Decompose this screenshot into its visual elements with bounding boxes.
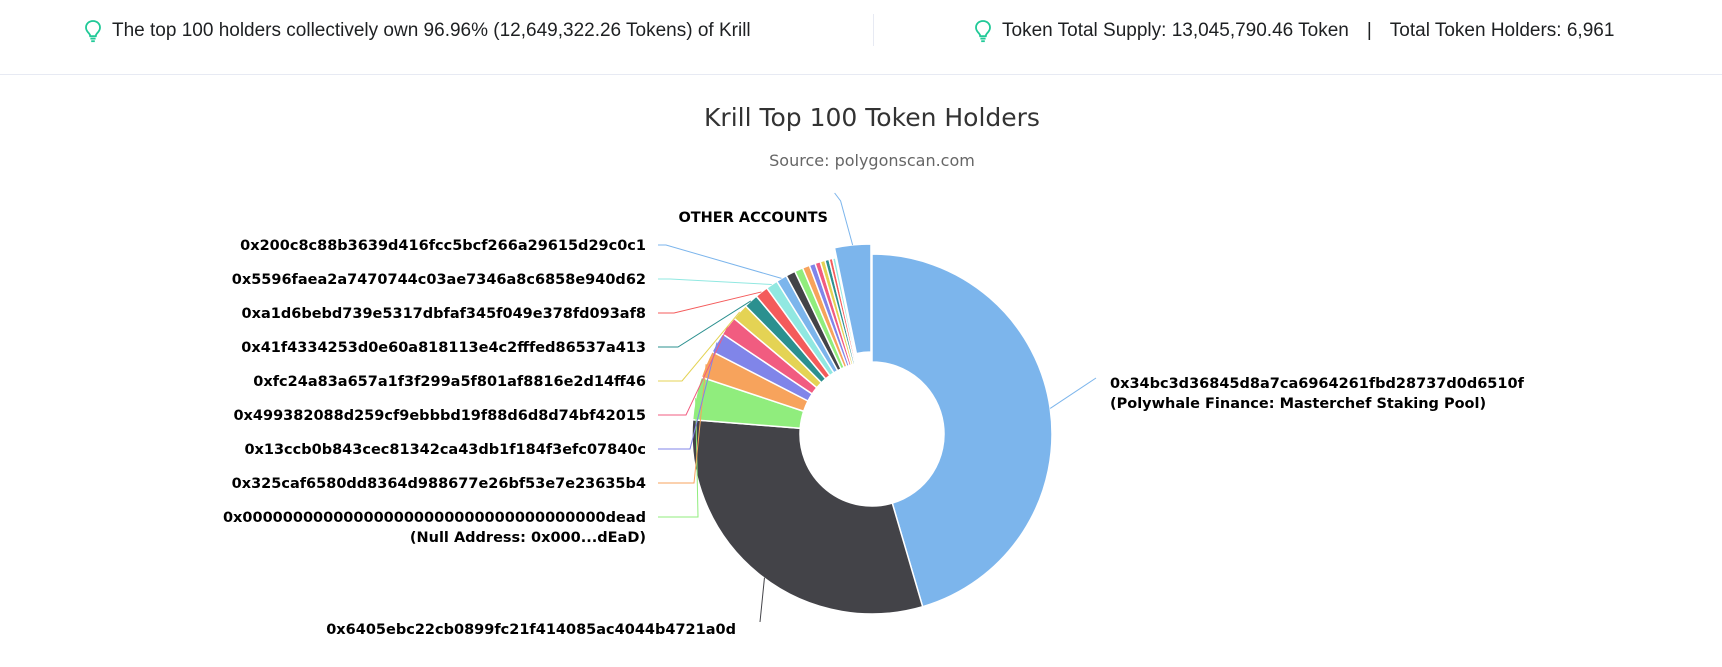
slice-labels: 0x34bc3d36845d8a7ca6964261fbd28737d0d651… [223,210,1525,638]
label-connector [658,244,782,279]
slice-label: 0x6405ebc22cb0899fc21f414085ac4044b4721a… [326,622,736,638]
lightbulb-icon [974,19,992,43]
label-connector [1049,377,1097,409]
pie-slices [691,243,1053,615]
label-connector [658,364,707,484]
pie-slice[interactable] [691,418,924,615]
slice-label: 0xa1d6bebd739e5317dbfaf345f049e378fd093a… [242,306,646,322]
label-connector [658,278,772,286]
label-connector [658,300,752,348]
slice-label: OTHER ACCOUNTS [678,210,828,226]
label-connector [658,325,729,416]
slice-label: 0x499382088d259cf9ebbbd19f88d6d8d74bf420… [233,408,646,424]
top-holders-text: The top 100 holders collectively own 96.… [112,20,751,41]
lightbulb-icon [84,19,102,43]
holders-donut-chart: Krill Top 100 Token Holders Source: poly… [223,103,1525,638]
label-connector [759,577,765,623]
summary-divider [873,14,874,46]
label-connectors [658,192,1097,623]
label-connector [658,311,741,382]
label-connector [834,192,854,246]
token-holders-text: Total Token Holders: 6,961 [1389,20,1615,41]
pie-slice[interactable] [831,256,859,365]
slice-label: 0x13ccb0b843cec81342ca43db1f184f3efc0784… [244,442,646,458]
slice-label: 0xfc24a83a657a1f3f299a5f801af8816e2d14ff… [253,374,646,390]
top-holders-summary: The top 100 holders collectively own 96.… [84,17,751,45]
summary-bar: The top 100 holders collectively own 96.… [0,0,1722,75]
chart-subtitle: Source: polygonscan.com [769,151,975,170]
label-connector [658,398,699,518]
slice-label: 0x325caf6580dd8364d988677e26bf53e7e23635… [232,476,646,492]
slice-label: 0x000000000000000000000000000000000000de… [223,510,646,546]
slice-label: 0x34bc3d36845d8a7ca6964261fbd28737d0d651… [1110,376,1525,412]
slice-label: 0x41f4334253d0e60a818113e4c2fffed86537a4… [241,340,646,356]
supply-summary: Token Total Supply: 13,045,790.46 Token … [974,17,1614,45]
label-connector [658,342,718,450]
label-connector [658,291,762,314]
chart-title: Krill Top 100 Token Holders [704,103,1040,132]
slice-label: 0x5596faea2a7470744c03ae7346a8c6858e940d… [232,272,646,288]
token-supply-text: Token Total Supply: 13,045,790.46 Token [1002,20,1349,41]
pie-slice[interactable] [871,253,1053,608]
pie-slice[interactable] [833,243,872,355]
slice-label: 0x200c8c88b3639d416fcc5bcf266a29615d29c0… [240,238,646,254]
separator: | [1366,20,1372,41]
